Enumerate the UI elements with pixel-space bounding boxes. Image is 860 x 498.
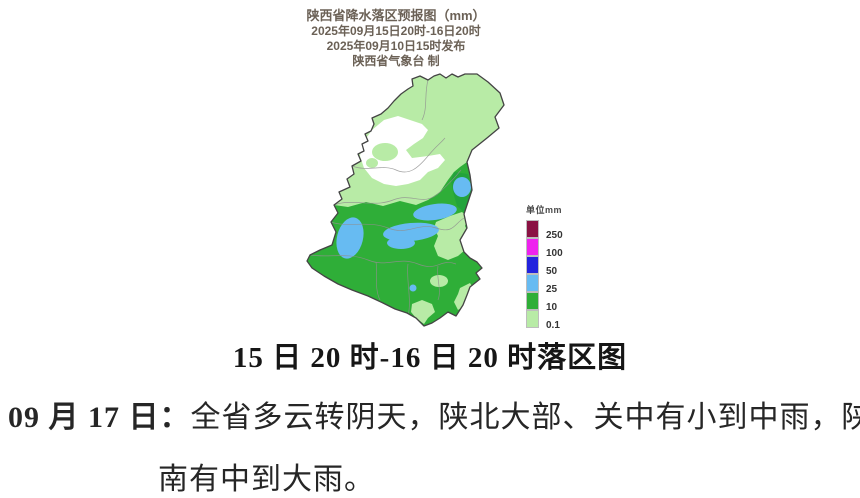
legend-swatch-25: [526, 274, 539, 292]
map-header: 陕西省降水落区预报图（mm） 2025年09月15日20时-16日20时 202…: [306, 8, 485, 69]
producer: 陕西省气象台 制: [352, 54, 440, 68]
legend-row: 25: [526, 274, 586, 295]
forecast-line-1: 09 月 17 日：全省多云转阴天，陕北大部、关中有小到中雨，陕: [8, 392, 860, 436]
legend-swatch-10: [526, 292, 539, 310]
region-light-south-small: [430, 275, 448, 287]
region-rain-25-50-west: [336, 217, 364, 259]
region-light-south-tip: [411, 300, 435, 324]
issue-time: 2025年09月10日15时发布: [326, 39, 466, 53]
legend-label-10: 10: [546, 302, 558, 313]
legend-label-50: 50: [546, 266, 558, 277]
forecast-date-label: 09 月 17 日：: [8, 401, 191, 434]
map-caption: 15 日 20 时-16 日 20 时落区图: [232, 342, 628, 374]
region-dry-northwest: [360, 116, 445, 186]
region-light-island-small: [366, 158, 378, 168]
legend-row: 250: [526, 220, 586, 241]
legend-label-250: 250: [546, 230, 563, 241]
legend-label-0.1: 0.1: [546, 320, 560, 331]
province-outline: [306, 73, 505, 327]
legend-row: 100: [526, 238, 586, 259]
legend-row: 0.1: [526, 310, 586, 331]
map-title: 陕西省降水落区预报图（mm）: [306, 8, 486, 23]
legend-unit-label: 单位mm: [526, 205, 563, 215]
valid-period: 2025年09月15日20时-16日20时: [311, 24, 481, 38]
legend-swatch-0.1: [526, 310, 539, 328]
shaanxi-map-svg: [306, 73, 505, 327]
legend-swatch-50: [526, 256, 539, 274]
forecast-line-2: 南有中到大雨。: [158, 454, 375, 498]
precip-legend: 单位mm 250 100 50 25 10 0.1: [526, 203, 586, 331]
region-rain-25-50-north-guanzhong: [413, 203, 457, 221]
region-rain-25-50-central: [383, 222, 439, 242]
legend-row: 50: [526, 256, 586, 277]
legend-label-100: 100: [546, 248, 563, 259]
region-light-island: [372, 143, 398, 161]
forecast-text-1: 全省多云转阴天，陕北大部、关中有小到中雨，陕: [190, 401, 860, 434]
forecast-text-2: 南有中到大雨。: [158, 463, 375, 496]
region-rain-25-50-central-ext: [387, 237, 415, 249]
region-rain-25-50-east: [453, 177, 471, 197]
region-light-southeast: [434, 212, 468, 260]
prefecture-boundaries: [309, 79, 465, 317]
legend-label-25: 25: [546, 284, 558, 295]
legend-swatch-100: [526, 238, 539, 256]
legend-row: 10: [526, 292, 586, 313]
region-rain-25-50-dot: [409, 284, 417, 292]
shaanxi-precipitation-map: [288, 60, 518, 350]
legend-swatch-250: [526, 220, 539, 238]
